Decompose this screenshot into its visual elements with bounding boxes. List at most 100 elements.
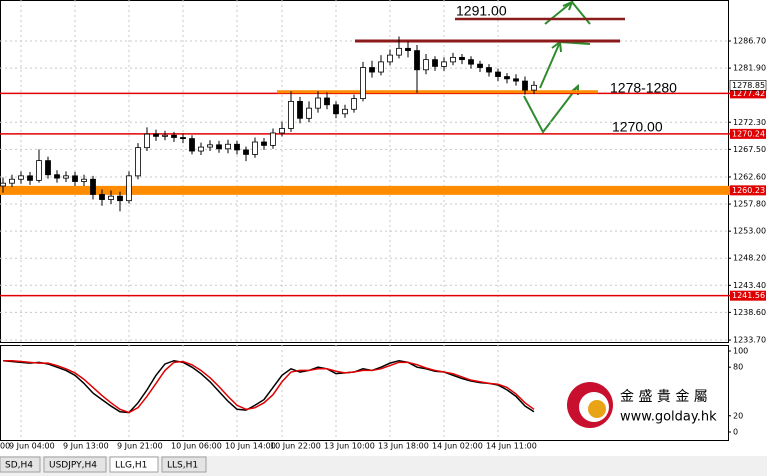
candle-body [378, 61, 384, 73]
tab[interactable] [43, 456, 107, 473]
candle-body [513, 78, 519, 82]
x-tick-label: 10 Jun 14:00 [225, 442, 276, 451]
y-tick-label: 1286.70 [733, 37, 766, 46]
arrow-path [544, 1, 573, 25]
candle-body [144, 133, 150, 149]
candle-body [468, 59, 474, 65]
arrow-path [571, 1, 591, 25]
candle-body [153, 133, 159, 137]
candle-body [243, 149, 249, 155]
candle-body [405, 47, 411, 52]
level-label: 1277.42 [732, 89, 765, 98]
tab[interactable] [109, 456, 159, 473]
candle-body [261, 141, 267, 146]
y-tick-label: 1281.90 [733, 64, 766, 73]
oscillator-line [3, 359, 535, 414]
candle-body [459, 56, 465, 61]
candle-body [90, 178, 96, 195]
x-tick-label: 10 Jun 22:00 [270, 442, 321, 451]
y-tick-label: 1272.30 [733, 118, 766, 127]
candle-body [189, 138, 195, 152]
candle-body [126, 175, 132, 202]
candle-body [351, 98, 357, 110]
level-label: 1260.23 [732, 186, 765, 195]
candle-body [225, 143, 231, 150]
candle-body [387, 54, 393, 63]
x-tick-label: 9 Jun 04:00 [9, 442, 55, 451]
candle-body [360, 67, 366, 99]
candle-body [486, 67, 492, 73]
candle-body [207, 144, 213, 148]
candle-body [369, 67, 375, 73]
x-tick-label: 13 Jun 10:00 [324, 442, 375, 451]
y-tick-label: 1262.60 [733, 172, 766, 181]
candle-body [477, 63, 483, 68]
candle-body [414, 50, 420, 71]
candle-body [9, 178, 15, 184]
candle-body [297, 100, 303, 119]
y-tick-label: 1243.40 [733, 281, 766, 290]
x-tick-label: 10 Jun 06:00 [171, 442, 222, 451]
arrow-path [523, 85, 579, 134]
y-tick-label: 1257.80 [733, 200, 766, 209]
candle-body [45, 160, 51, 176]
tab[interactable] [0, 456, 41, 473]
x-tick-label: 00 [0, 442, 10, 451]
y-tick-label: 1248.20 [733, 254, 766, 263]
tab-label: SD,H4 [5, 461, 33, 471]
plot-frame [0, 0, 729, 343]
x-tick-label: 9 Jun 21:00 [117, 442, 163, 451]
candle-body [216, 144, 222, 150]
candle-body [27, 175, 33, 181]
candle-body [54, 174, 60, 179]
tab-label: LLG,H1 [115, 461, 147, 471]
candle-body [180, 137, 186, 140]
candle-body [432, 59, 438, 67]
candle-body [495, 71, 501, 77]
level-label-box [730, 185, 766, 196]
logo: 金 盛 貴 金 屬 www.golday.hk [567, 382, 717, 428]
y-tick-label: 1233.70 [733, 336, 766, 345]
candle-body [252, 141, 258, 155]
y-tick-label: 0 [733, 427, 738, 436]
annotation: 1291.00 [456, 3, 507, 19]
candle-body [279, 128, 285, 134]
tab-label: USDJPY,H4 [49, 461, 97, 471]
candle-body [63, 175, 69, 179]
level-label: 1270.24 [732, 129, 765, 138]
candle-body [198, 146, 204, 152]
candle-body [99, 194, 105, 200]
tab[interactable] [161, 456, 207, 473]
level-label-box [730, 290, 766, 301]
logo-url: www.golday.hk [620, 410, 717, 425]
candle-body [504, 76, 510, 80]
candle-body [234, 143, 240, 151]
oscillator-frame [0, 345, 729, 441]
level-label-box [730, 88, 766, 99]
candle-body [162, 134, 168, 137]
annotation: 1278-1280 [610, 80, 677, 96]
y-tick-label: 80 [733, 363, 743, 372]
candle-body [522, 80, 528, 91]
candle-body [18, 175, 24, 180]
candle-body [288, 100, 294, 129]
y-tick-label: 1267.50 [733, 145, 766, 154]
y-tick-label: 100 [733, 346, 748, 355]
tab-label: LLS,H1 [167, 461, 198, 471]
candle-body [441, 61, 447, 67]
candle-body [333, 104, 339, 115]
candle-body [531, 84, 537, 91]
candle-body [0, 182, 6, 187]
candle-body [423, 59, 429, 71]
annotation: 1270.00 [612, 119, 663, 135]
last-price-box [729, 80, 767, 91]
logo-core [588, 400, 606, 418]
x-tick-label: 13 Jun 18:00 [378, 442, 429, 451]
x-tick-label: 9 Jun 13:00 [63, 442, 109, 451]
last-price-label: 1278.85 [732, 81, 765, 90]
candle-body [81, 178, 87, 182]
level-label: 1241.56 [732, 291, 765, 300]
